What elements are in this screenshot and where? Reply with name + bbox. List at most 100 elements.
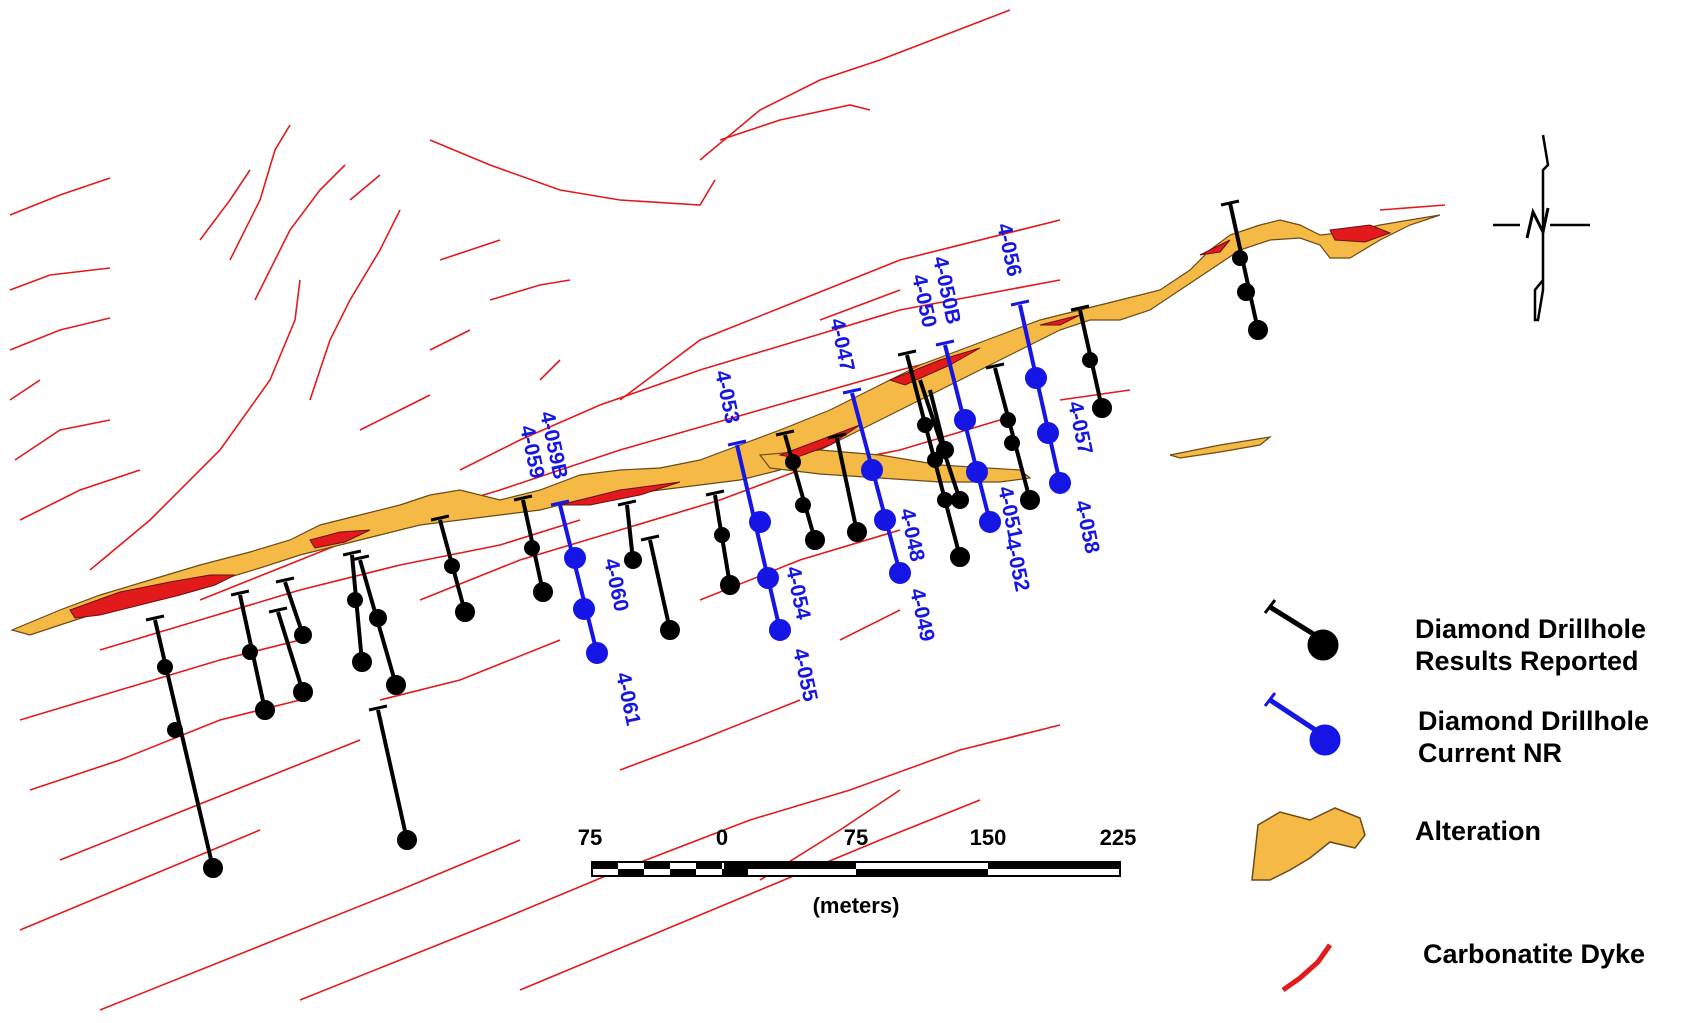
legend: Diamond Drillhole Results Reported Diamo… xyxy=(1251,599,1649,993)
reported-drillhole xyxy=(230,589,275,720)
reported-drillhole xyxy=(928,389,954,459)
dyke-line xyxy=(309,209,401,401)
dyke-line xyxy=(59,739,361,861)
scale-bar: 75 0 75 150 225 (meters) xyxy=(578,825,1137,918)
current-drillhole xyxy=(935,339,1001,533)
dyke-line xyxy=(619,219,1061,401)
reported-drillhole xyxy=(1070,304,1112,418)
dyke-line xyxy=(439,239,501,261)
current-drillhole xyxy=(1010,299,1071,494)
scale-tick-label: 150 xyxy=(970,825,1007,850)
carbonatite-dykes xyxy=(9,9,1446,1011)
reported-drillhole xyxy=(985,362,1040,510)
dyke-line xyxy=(519,799,981,991)
reported-drillhole xyxy=(1220,199,1268,340)
hole-label: 4-061 xyxy=(611,670,645,728)
hole-label: 4-055 xyxy=(788,646,822,704)
hole-label: 4-052 xyxy=(1000,536,1034,593)
hole-label: 4-058 xyxy=(1070,498,1104,556)
hole-label: 4-047 xyxy=(825,316,859,373)
reported-drillhole xyxy=(827,432,867,542)
dyke-line xyxy=(459,279,1061,471)
hole-label: 4-057 xyxy=(1063,399,1097,456)
scale-bar-segments xyxy=(592,862,1120,876)
north-arrow-icon xyxy=(1493,134,1590,322)
legend-label: Carbonatite Dyke xyxy=(1423,939,1645,969)
blue-drillhole-icon xyxy=(1263,692,1341,756)
dyke-line xyxy=(839,609,901,641)
scale-tick-label: 0 xyxy=(716,825,728,850)
hole-label: 4-051 xyxy=(993,484,1027,542)
dyke-line xyxy=(1379,204,1446,211)
reported-drillhole xyxy=(640,534,680,640)
reported-drillhole xyxy=(513,494,553,602)
dyke-line xyxy=(699,9,1011,161)
dyke-line xyxy=(539,359,561,381)
legend-item-alteration: Alteration xyxy=(1251,807,1541,881)
reported-drillhole xyxy=(275,576,312,644)
reported-drillholes xyxy=(145,199,1268,878)
legend-item-reported: Diamond Drillhole Results Reported xyxy=(1263,599,1646,676)
scale-tick-label: 75 xyxy=(578,825,602,850)
legend-label: Diamond Drillhole xyxy=(1418,706,1649,736)
dyke-line xyxy=(619,699,801,771)
legend-label: Current NR xyxy=(1418,738,1562,768)
reported-drillhole xyxy=(268,606,313,702)
reported-drillhole xyxy=(145,614,223,878)
reported-drillhole xyxy=(705,489,740,595)
dyke-line xyxy=(99,839,521,1011)
dyke-line xyxy=(819,289,901,321)
dyke-line xyxy=(429,329,471,351)
dyke-line xyxy=(9,177,111,216)
dyke-line xyxy=(9,267,111,291)
dyke-line xyxy=(99,519,581,651)
dyke-line xyxy=(489,279,571,301)
legend-label: Diamond Drillhole xyxy=(1415,614,1646,644)
dyke-line xyxy=(19,639,301,721)
dyke-line xyxy=(14,419,111,461)
legend-item-dyke: Carbonatite Dyke xyxy=(1281,939,1645,993)
hole-label: 4-053 xyxy=(710,368,744,425)
dyke-line xyxy=(349,174,381,201)
current-drillhole xyxy=(550,499,608,664)
alteration-polygon xyxy=(1169,436,1273,459)
dyke-line xyxy=(419,419,1001,601)
hole-label: 4-048 xyxy=(895,506,929,564)
dyke-line xyxy=(9,317,111,351)
reported-drillhole xyxy=(430,514,475,622)
red-line-icon xyxy=(1281,943,1333,993)
dyke-line xyxy=(199,169,251,241)
black-drillhole-icon xyxy=(1263,599,1339,661)
scale-tick-label: 75 xyxy=(844,825,868,850)
reported-drillhole xyxy=(617,499,642,569)
current-drillholes xyxy=(550,299,1071,664)
alteration-core xyxy=(309,529,371,549)
dyke-line xyxy=(19,469,141,521)
reported-drillhole xyxy=(368,704,417,850)
dyke-line xyxy=(429,139,716,206)
reported-drillhole xyxy=(350,554,406,695)
dyke-line xyxy=(254,164,346,301)
alteration-core xyxy=(1199,239,1231,256)
scale-tick-label: 225 xyxy=(1100,825,1137,850)
legend-label: Results Reported xyxy=(1415,646,1639,676)
current-drillhole xyxy=(727,439,791,641)
dyke-line xyxy=(1059,389,1131,401)
current-drillhole xyxy=(842,387,911,584)
alteration-core xyxy=(559,481,681,506)
alteration-core xyxy=(69,574,236,619)
alteration-core xyxy=(1329,224,1392,243)
dyke-line xyxy=(719,104,871,141)
hole-label: 4-054 xyxy=(781,564,815,622)
legend-item-current: Diamond Drillhole Current NR xyxy=(1263,692,1649,768)
dyke-line xyxy=(359,394,431,431)
dyke-line xyxy=(19,829,261,931)
alteration-core xyxy=(1039,314,1081,326)
alteration-polygon-icon xyxy=(1251,807,1366,881)
reported-drillhole xyxy=(342,549,372,672)
reported-drillhole xyxy=(918,379,969,509)
dyke-line xyxy=(299,724,1061,1001)
dyke-line xyxy=(9,379,41,401)
scale-unit-label: (meters) xyxy=(813,893,900,918)
